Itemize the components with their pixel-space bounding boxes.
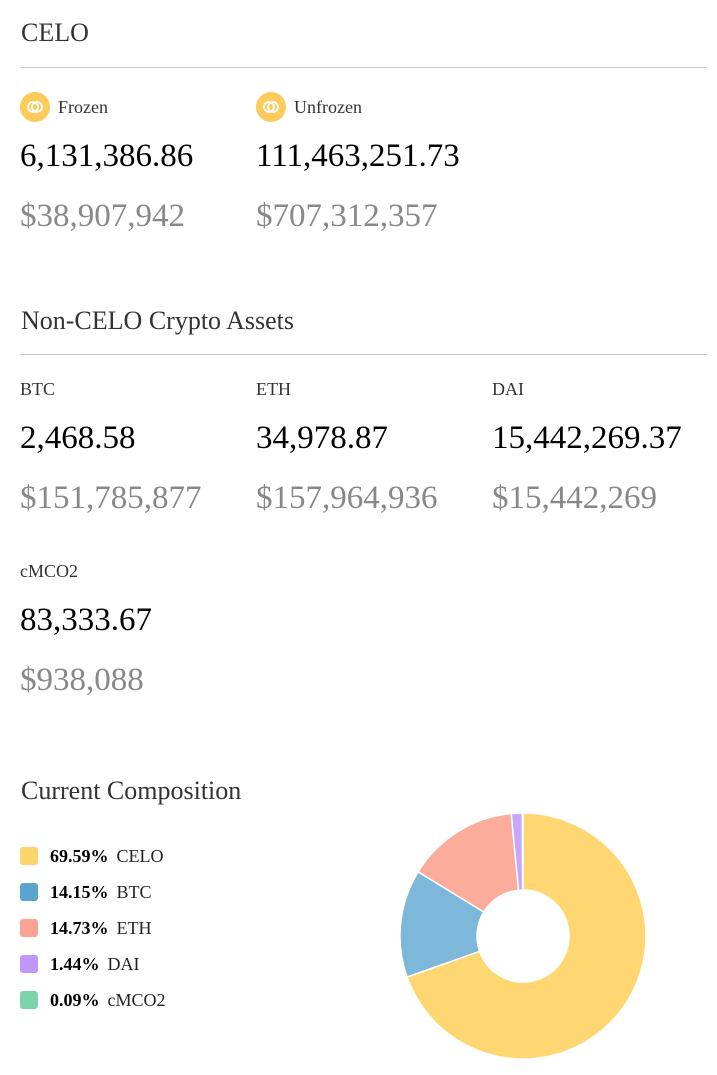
legend-percent: 1.44% (50, 953, 100, 974)
legend-item-btc: 14.15% BTC (20, 874, 166, 910)
legend-item-celo: 69.59% CELO (20, 838, 166, 874)
legend-swatch (20, 919, 38, 937)
btc-stat: BTC 2,468.58 $151,785,877 (20, 374, 250, 518)
legend-percent: 69.59% (50, 845, 109, 866)
dai-stat: DAI 15,442,269.37 $15,442,269 (492, 374, 717, 518)
composition-title: Current Composition (21, 776, 242, 805)
non-celo-section-title: Non-CELO Crypto Assets (21, 306, 294, 335)
unfrozen-amount: 111,463,251.73 (256, 138, 460, 174)
legend-name: cMCO2 (107, 989, 166, 1010)
donut-slice-cmco2 (521, 812, 524, 891)
frozen-stat: Frozen 6,131,386.86 $38,907,942 (20, 92, 250, 236)
eth-amount: 34,978.87 (256, 420, 388, 456)
dai-usd: $15,442,269 (492, 480, 657, 516)
btc-amount: 2,468.58 (20, 420, 136, 456)
donut-slice-eth (417, 812, 520, 914)
cmco2-amount: 83,333.67 (20, 602, 152, 638)
dai-amount: 15,442,269.37 (492, 420, 682, 456)
celo-divider (20, 67, 707, 68)
legend-swatch (20, 883, 38, 901)
dai-label: DAI (492, 378, 524, 399)
legend-name: CELO (116, 845, 164, 866)
donut-slice-celo (406, 812, 647, 1060)
legend-swatch (20, 847, 38, 865)
unfrozen-label: Unfrozen (294, 96, 362, 117)
legend-name: BTC (116, 881, 152, 902)
legend-percent: 0.09% (50, 989, 100, 1010)
legend-item-cmco2: 0.09% cMCO2 (20, 982, 166, 1018)
legend-swatch (20, 955, 38, 973)
cmco2-usd: $938,088 (20, 662, 144, 698)
frozen-amount: 6,131,386.86 (20, 138, 194, 174)
composition-donut-chart (399, 812, 647, 1060)
eth-stat: ETH 34,978.87 $157,964,936 (256, 374, 486, 518)
legend-percent: 14.73% (50, 917, 109, 938)
unfrozen-usd: $707,312,357 (256, 198, 438, 234)
btc-label: BTC (20, 378, 56, 399)
cmco2-stat: cMCO2 83,333.67 $938,088 (20, 556, 250, 700)
unfrozen-stat: Unfrozen 111,463,251.73 $707,312,357 (256, 92, 486, 236)
legend-swatch (20, 991, 38, 1009)
legend-name: DAI (107, 953, 140, 974)
legend-name: ETH (116, 917, 152, 938)
eth-label: ETH (256, 378, 291, 399)
eth-usd: $157,964,936 (256, 480, 438, 516)
composition-legend: 69.59% CELO 14.15% BTC 14.73% ETH 1.44% … (20, 838, 166, 1018)
celo-coin-icon (256, 92, 286, 122)
celo-coin-icon (20, 92, 50, 122)
frozen-usd: $38,907,942 (20, 198, 185, 234)
non-celo-divider (20, 354, 707, 355)
legend-item-eth: 14.73% ETH (20, 910, 166, 946)
celo-section-title: CELO (21, 18, 89, 47)
cmco2-label: cMCO2 (20, 560, 78, 581)
btc-usd: $151,785,877 (20, 480, 202, 516)
legend-percent: 14.15% (50, 881, 109, 902)
legend-item-dai: 1.44% DAI (20, 946, 166, 982)
frozen-label: Frozen (58, 96, 108, 117)
